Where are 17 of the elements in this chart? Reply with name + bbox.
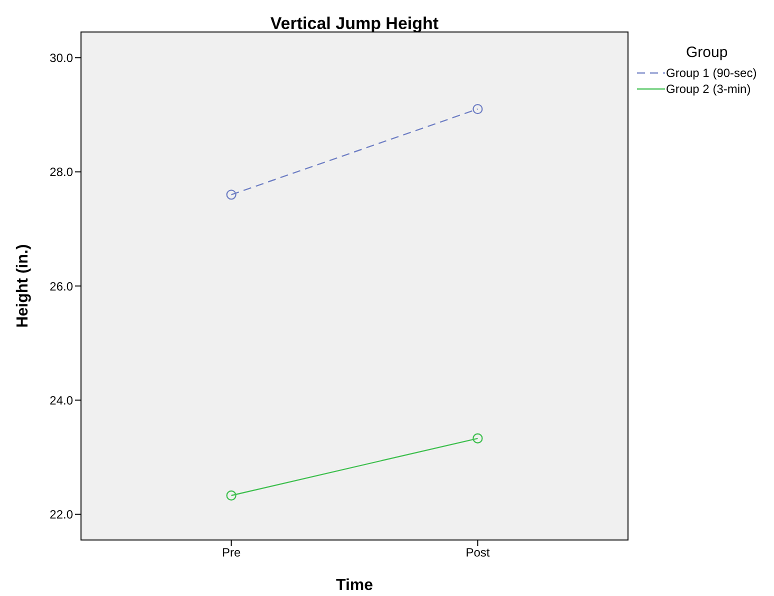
y-axis-title: Height (in.): [14, 244, 32, 328]
point: [472, 104, 483, 114]
y-tick-label: 26.0: [50, 279, 74, 294]
y-tick-label: 28.0: [50, 165, 74, 180]
legend-label: Group 1 (90-sec): [666, 66, 757, 80]
y-tick-label: 24.0: [50, 393, 74, 408]
point: [472, 433, 483, 444]
point: [226, 490, 236, 501]
y-tick-label: 30.0: [50, 50, 74, 65]
x-tick-label: Pre: [222, 546, 241, 560]
x-axis-title: Time: [336, 577, 374, 594]
y-tick-label: 22.0: [50, 508, 74, 522]
legend-label: Group 2 (3-min): [666, 82, 751, 96]
chart-title: Vertical Jump Height: [269, 14, 440, 34]
point: [226, 190, 236, 200]
x-tick-label: Post: [466, 546, 490, 560]
legend-title: Group: [686, 44, 729, 61]
